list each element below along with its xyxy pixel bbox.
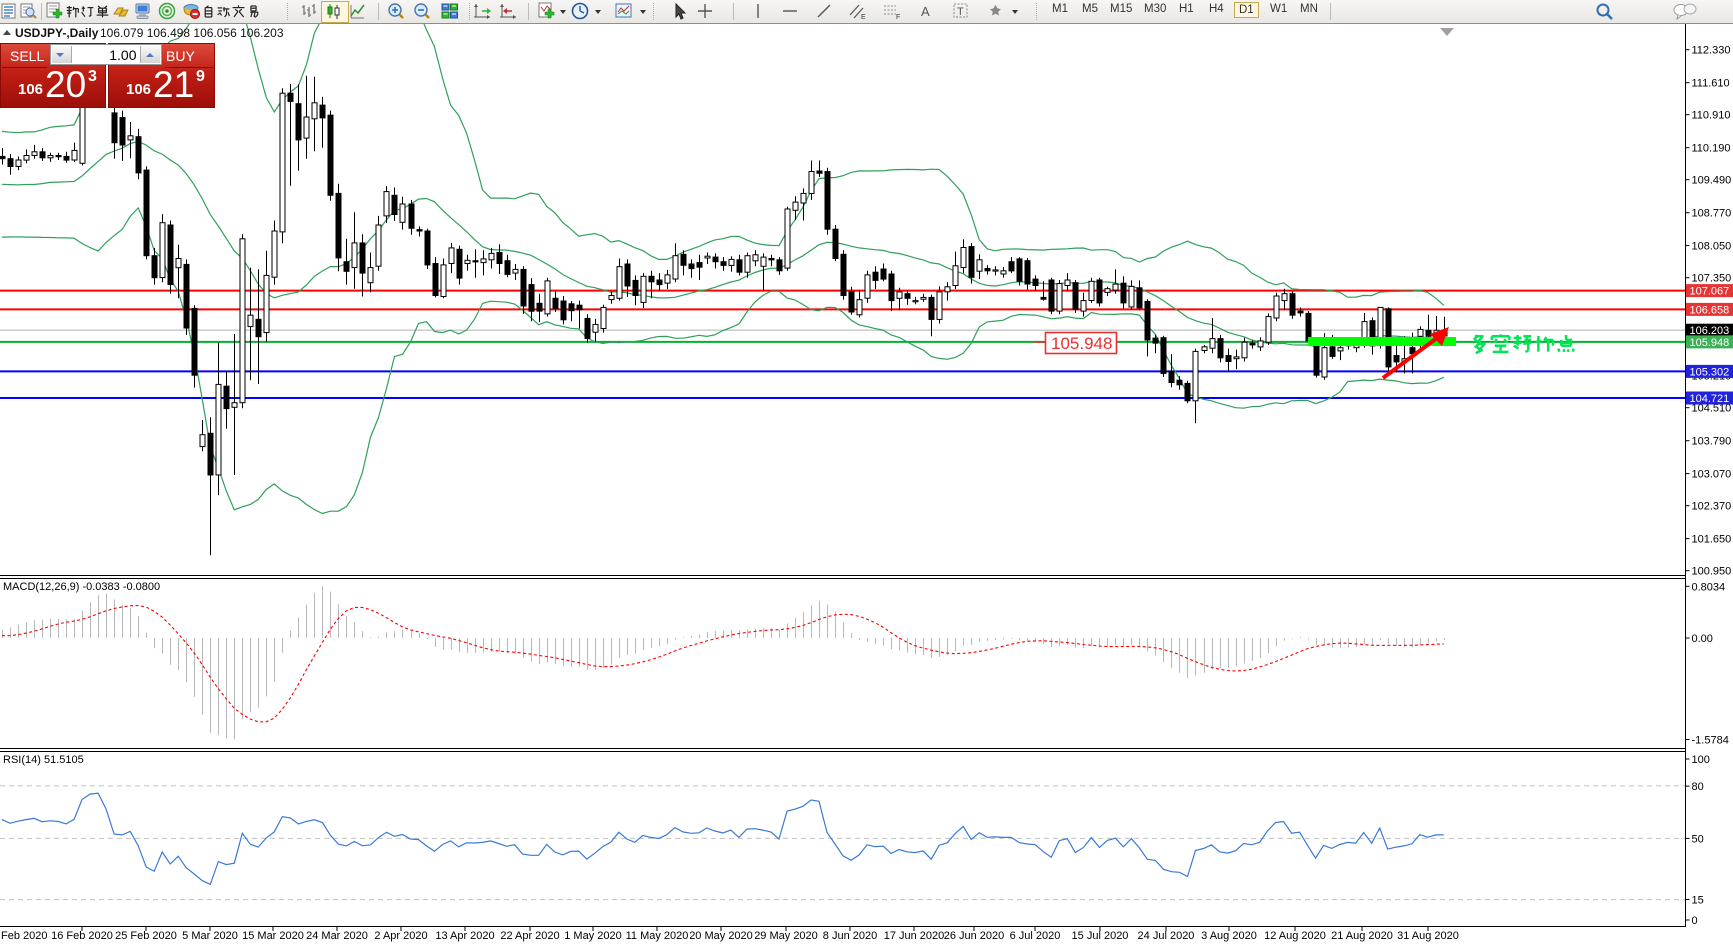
svg-text:105.302: 105.302 (1690, 366, 1730, 378)
svg-text:11 May 2020: 11 May 2020 (626, 930, 689, 942)
svg-text:108.050: 108.050 (1692, 241, 1732, 253)
svg-text:12 Aug 2020: 12 Aug 2020 (1264, 930, 1326, 942)
svg-text:USDJPY-,Daily: USDJPY-,Daily (15, 26, 99, 40)
svg-text:102.370: 102.370 (1692, 501, 1732, 513)
svg-text:103.070: 103.070 (1692, 469, 1732, 481)
svg-text:100.950: 100.950 (1692, 566, 1732, 578)
svg-text:25 Feb 2020: 25 Feb 2020 (115, 930, 177, 942)
svg-text:Feb 2020: Feb 2020 (1, 930, 47, 942)
svg-text:3 Aug 2020: 3 Aug 2020 (1201, 930, 1257, 942)
svg-text:24 Mar 2020: 24 Mar 2020 (306, 930, 368, 942)
svg-text:108.770: 108.770 (1692, 208, 1732, 220)
svg-text:17 Jun 2020: 17 Jun 2020 (884, 930, 945, 942)
svg-text:MACD(12,26,9) -0.0383 -0.0800: MACD(12,26,9) -0.0383 -0.0800 (3, 581, 160, 593)
svg-text:110.910: 110.910 (1692, 110, 1731, 122)
svg-text:50: 50 (1692, 833, 1704, 845)
svg-text:5 Mar 2020: 5 Mar 2020 (182, 930, 238, 942)
svg-text:1 May 2020: 1 May 2020 (564, 930, 621, 942)
svg-text:15 Jul 2020: 15 Jul 2020 (1072, 930, 1129, 942)
svg-text:13 Apr 2020: 13 Apr 2020 (435, 930, 494, 942)
svg-text:15: 15 (1692, 895, 1704, 907)
svg-text:105.948: 105.948 (1051, 334, 1112, 353)
svg-text:104.721: 104.721 (1690, 393, 1730, 405)
svg-text:101.650: 101.650 (1692, 534, 1732, 546)
svg-text:106.079 106.498 106.056 106.20: 106.079 106.498 106.056 106.203 (100, 26, 284, 40)
svg-text:111.610: 111.610 (1692, 78, 1730, 90)
svg-text:2 Apr 2020: 2 Apr 2020 (374, 930, 427, 942)
svg-text:106.658: 106.658 (1690, 304, 1730, 316)
svg-text:80: 80 (1692, 781, 1704, 793)
svg-text:6 Jul 2020: 6 Jul 2020 (1010, 930, 1061, 942)
svg-text:110.190: 110.190 (1692, 143, 1731, 155)
svg-text:26 Jun 2020: 26 Jun 2020 (944, 930, 1005, 942)
svg-text:RSI(14) 51.5105: RSI(14) 51.5105 (3, 754, 84, 766)
svg-text:107.350: 107.350 (1692, 273, 1732, 285)
svg-text:20 May 2020: 20 May 2020 (689, 930, 753, 942)
svg-text:31 Aug 2020: 31 Aug 2020 (1397, 930, 1459, 942)
svg-text:100: 100 (1692, 754, 1710, 766)
svg-text:-1.5784: -1.5784 (1692, 735, 1729, 747)
svg-text:0.8034: 0.8034 (1692, 581, 1726, 593)
svg-text:0: 0 (1692, 915, 1698, 927)
svg-text:21 Aug 2020: 21 Aug 2020 (1331, 930, 1393, 942)
svg-text:106.203: 106.203 (1690, 325, 1730, 337)
svg-text:F: F (896, 14, 900, 21)
svg-text:107.067: 107.067 (1690, 286, 1730, 298)
svg-text:E: E (861, 14, 866, 21)
svg-text:A: A (921, 4, 930, 19)
svg-text:22 Apr 2020: 22 Apr 2020 (500, 930, 559, 942)
svg-text:16 Feb 2020: 16 Feb 2020 (51, 930, 113, 942)
svg-text:24 Jul 2020: 24 Jul 2020 (1138, 930, 1195, 942)
svg-text:103.790: 103.790 (1692, 436, 1732, 448)
svg-text:112.330: 112.330 (1692, 45, 1731, 57)
svg-text:15 Mar 2020: 15 Mar 2020 (242, 930, 304, 942)
svg-text:109.490: 109.490 (1692, 175, 1732, 187)
svg-text:29 May 2020: 29 May 2020 (754, 930, 818, 942)
svg-text:104.510: 104.510 (1692, 403, 1732, 415)
svg-text:8 Jun 2020: 8 Jun 2020 (823, 930, 877, 942)
svg-text:0.00: 0.00 (1692, 633, 1713, 645)
svg-text:105.948: 105.948 (1690, 337, 1730, 349)
svg-text:T: T (957, 6, 964, 18)
